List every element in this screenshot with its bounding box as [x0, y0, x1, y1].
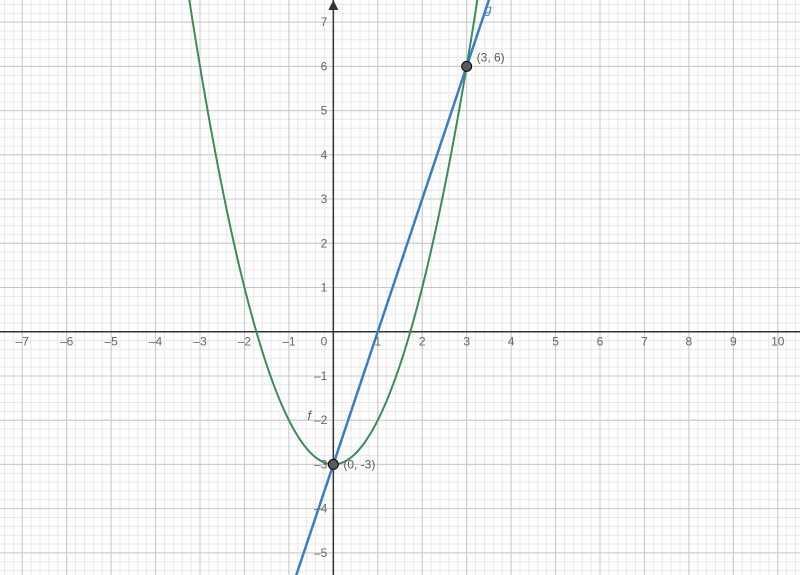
- x-tick-label: –5: [104, 335, 118, 349]
- point-marker: [328, 459, 338, 469]
- y-tick-label: –2: [314, 413, 328, 427]
- x-tick-label: 10: [771, 335, 785, 349]
- x-tick-label: 4: [508, 335, 515, 349]
- y-tick-label: 4: [321, 148, 328, 162]
- y-tick-label: 2: [321, 236, 328, 250]
- x-tick-label: –7: [16, 335, 30, 349]
- x-tick-label: –6: [60, 335, 74, 349]
- coordinate-plane-chart: f g –7 –6 –5 –4 –3 –2 –1 1 2 3 4 5 6 7 8 9 10 –5 –4 –3 –2 –1 1 2 3…: [0, 0, 800, 575]
- x-tick-label: 8: [686, 335, 693, 349]
- x-tick-label: 9: [730, 335, 737, 349]
- y-tick-label: 3: [321, 192, 328, 206]
- y-tick-label: 1: [321, 281, 328, 295]
- x-tick-label: 6: [597, 335, 604, 349]
- x-tick-label: –3: [193, 335, 207, 349]
- x-tick-label: –1: [282, 335, 296, 349]
- y-tick-label: –4: [314, 502, 328, 516]
- y-tick-label: –1: [314, 369, 328, 383]
- x-tick-label: 3: [463, 335, 470, 349]
- point-label: (3, 6): [477, 50, 505, 64]
- y-tick-label: 7: [321, 15, 328, 29]
- origin-label: 0: [321, 335, 328, 349]
- y-tick-label: –5: [314, 546, 328, 560]
- y-tick-label: 6: [321, 59, 328, 73]
- x-tick-label: 2: [419, 335, 426, 349]
- curve-g-label: g: [484, 1, 492, 16]
- x-tick-label: 5: [552, 335, 559, 349]
- x-tick-label: 7: [641, 335, 648, 349]
- point-label: (0, -3): [343, 457, 375, 471]
- y-tick-label: –3: [314, 457, 328, 471]
- curve-f-label: f: [307, 408, 312, 423]
- x-tick-label: –4: [149, 335, 163, 349]
- point-marker: [462, 61, 472, 71]
- x-tick-label: 1: [374, 335, 381, 349]
- y-tick-label: 5: [321, 104, 328, 118]
- x-tick-label: –2: [238, 335, 252, 349]
